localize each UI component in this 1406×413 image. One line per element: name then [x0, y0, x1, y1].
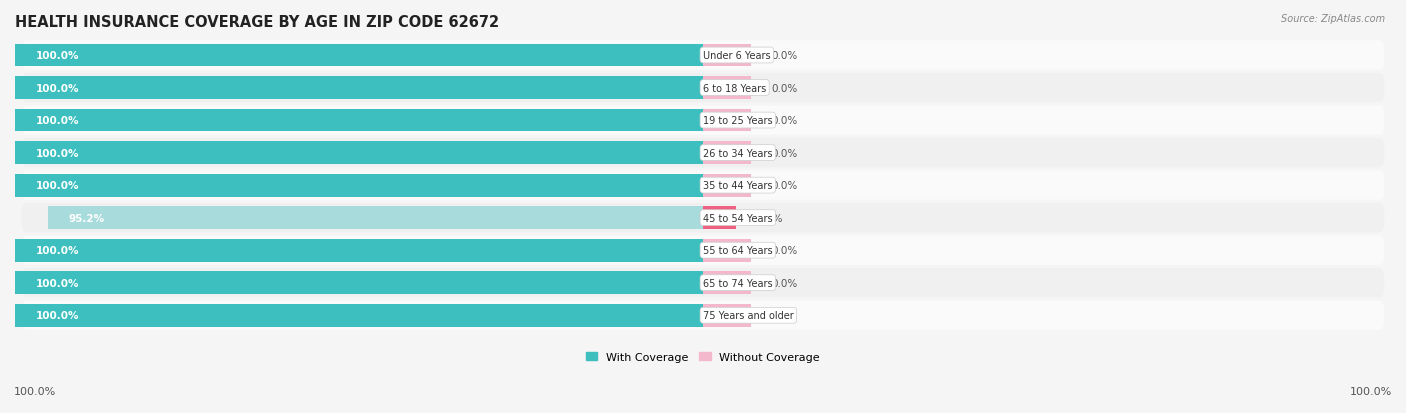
Text: 55 to 64 Years: 55 to 64 Years [703, 246, 773, 256]
FancyBboxPatch shape [21, 268, 1385, 298]
Text: 75 Years and older: 75 Years and older [703, 311, 794, 320]
Text: 0.0%: 0.0% [772, 180, 799, 191]
Text: 0.0%: 0.0% [772, 148, 799, 158]
Text: 19 to 25 Years: 19 to 25 Years [703, 116, 773, 126]
Text: 100.0%: 100.0% [1350, 387, 1392, 396]
Text: 0.0%: 0.0% [772, 51, 799, 61]
FancyBboxPatch shape [21, 74, 1385, 103]
Text: 4.8%: 4.8% [756, 213, 783, 223]
FancyBboxPatch shape [21, 139, 1385, 168]
FancyBboxPatch shape [21, 106, 1385, 135]
Text: 26 to 34 Years: 26 to 34 Years [703, 148, 772, 158]
Text: 0.0%: 0.0% [772, 83, 799, 93]
Bar [703, 174, 751, 197]
Text: 0.0%: 0.0% [772, 311, 799, 320]
Text: HEALTH INSURANCE COVERAGE BY AGE IN ZIP CODE 62672: HEALTH INSURANCE COVERAGE BY AGE IN ZIP … [15, 15, 499, 30]
Bar [703, 45, 751, 67]
Bar [703, 109, 751, 132]
Text: 100.0%: 100.0% [35, 180, 79, 191]
Text: 65 to 74 Years: 65 to 74 Years [703, 278, 773, 288]
Bar [15, 77, 703, 100]
Text: Source: ZipAtlas.com: Source: ZipAtlas.com [1281, 14, 1385, 24]
FancyBboxPatch shape [21, 171, 1385, 200]
Bar [15, 304, 703, 327]
Bar [703, 207, 735, 230]
Text: 0.0%: 0.0% [772, 116, 799, 126]
Bar [15, 272, 703, 294]
FancyBboxPatch shape [21, 301, 1385, 330]
Text: 100.0%: 100.0% [35, 116, 79, 126]
Text: 100.0%: 100.0% [35, 278, 79, 288]
Text: 100.0%: 100.0% [35, 246, 79, 256]
Text: 100.0%: 100.0% [35, 148, 79, 158]
FancyBboxPatch shape [21, 236, 1385, 265]
Bar [703, 142, 751, 164]
Text: 100.0%: 100.0% [35, 311, 79, 320]
Text: 95.2%: 95.2% [69, 213, 105, 223]
Bar [703, 304, 751, 327]
Legend: With Coverage, Without Coverage: With Coverage, Without Coverage [582, 347, 824, 366]
Bar [703, 239, 751, 262]
Bar [15, 239, 703, 262]
Text: Under 6 Years: Under 6 Years [703, 51, 770, 61]
Bar [15, 142, 703, 164]
Bar [703, 77, 751, 100]
Bar [15, 174, 703, 197]
Bar [703, 272, 751, 294]
Bar [15, 45, 703, 67]
Text: 35 to 44 Years: 35 to 44 Years [703, 180, 772, 191]
FancyBboxPatch shape [21, 41, 1385, 71]
Bar [15, 109, 703, 132]
Text: 100.0%: 100.0% [14, 387, 56, 396]
Text: 6 to 18 Years: 6 to 18 Years [703, 83, 766, 93]
Text: 100.0%: 100.0% [35, 83, 79, 93]
Text: 0.0%: 0.0% [772, 278, 799, 288]
Text: 0.0%: 0.0% [772, 246, 799, 256]
Bar [48, 207, 703, 230]
Text: 45 to 54 Years: 45 to 54 Years [703, 213, 773, 223]
FancyBboxPatch shape [21, 204, 1385, 233]
Text: 100.0%: 100.0% [35, 51, 79, 61]
